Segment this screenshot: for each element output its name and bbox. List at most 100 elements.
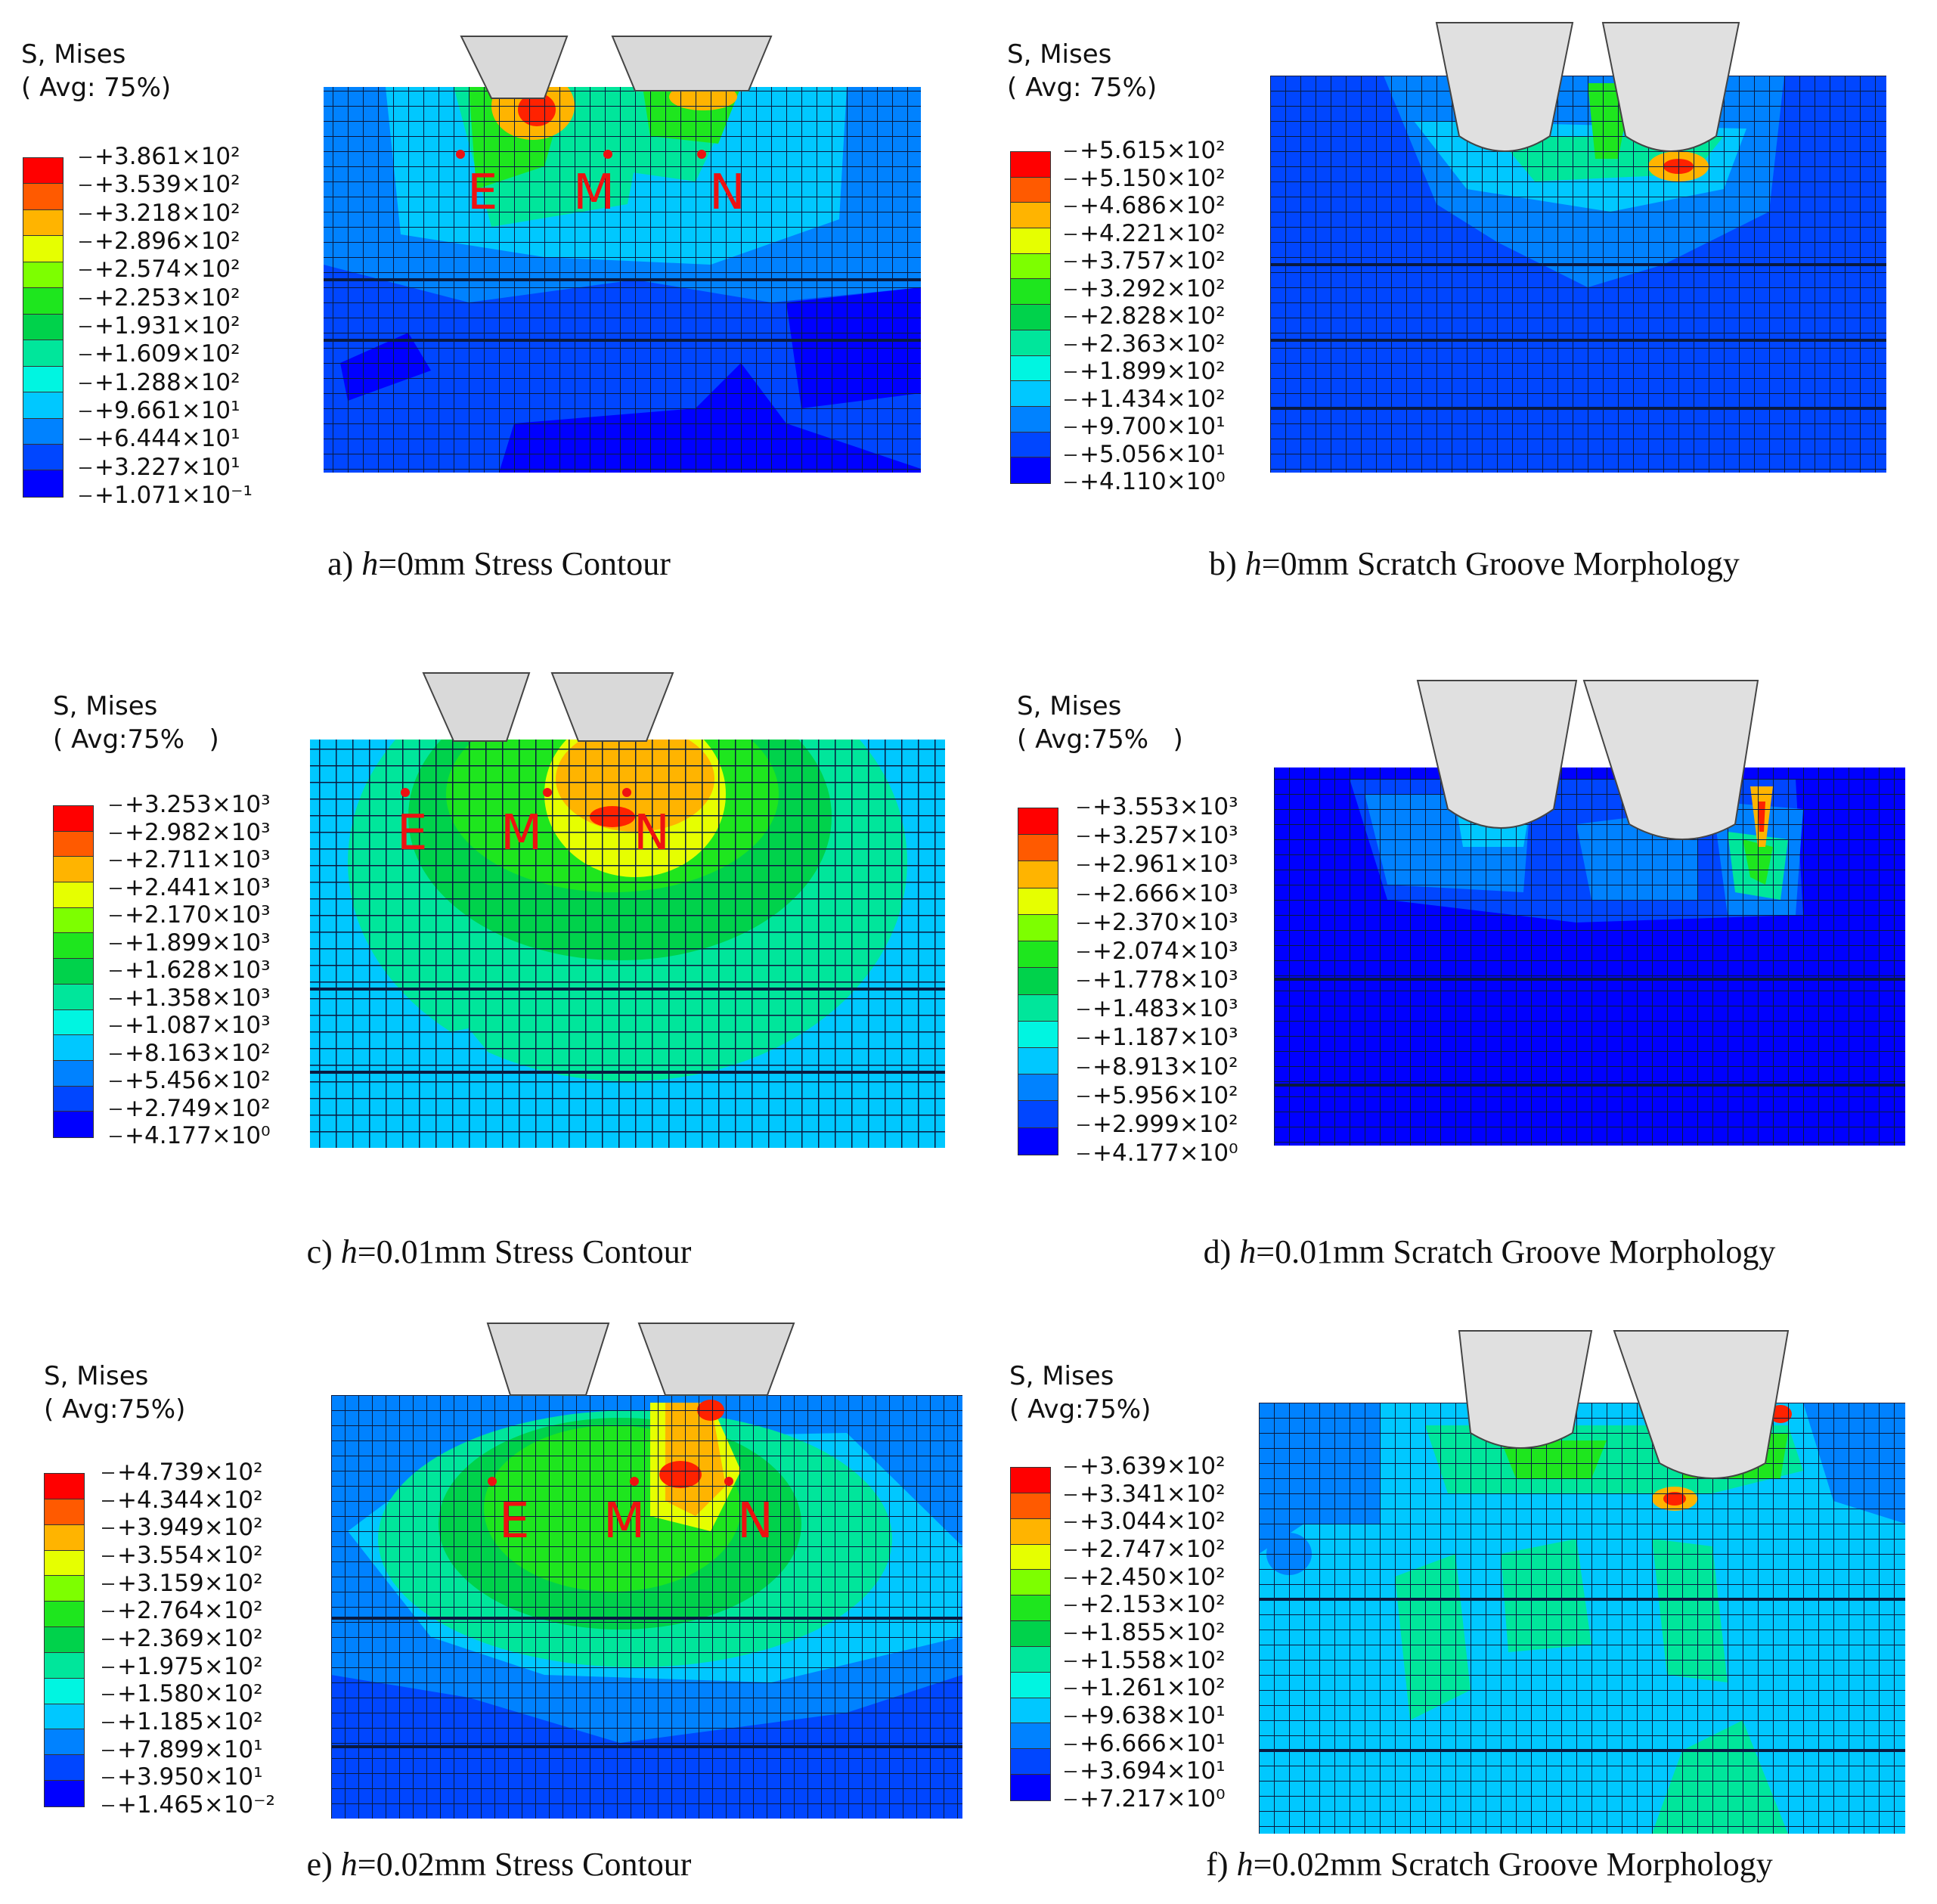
legend-label: +5.150×10² [1065,164,1226,192]
point-e-label: E [397,805,428,861]
legend-label: +1.071×10⁻¹ [79,482,253,509]
indenter-left [1435,22,1574,152]
legend-label: +2.764×10² [102,1597,263,1625]
scratch-groove-plot [1270,22,1886,473]
legend-swatch [1011,305,1050,330]
scratch-groove-plot [1259,1330,1905,1834]
legend-swatch [1018,941,1058,969]
legend-label: +3.292×10² [1065,274,1226,302]
point-e-marker [456,150,465,159]
legend-swatch [1011,432,1050,458]
legend-label: +2.747×10² [1065,1536,1226,1563]
legend-label: +3.253×10³ [110,791,271,818]
legend-label: +5.056×10¹ [1065,440,1226,468]
caption-a: a) h=0mm Stress Contour [327,545,671,582]
legend-label: +1.628×10³ [110,957,271,984]
legend-swatch [45,1474,84,1499]
legend-swatch [23,444,63,471]
legend-swatch [54,882,93,908]
legend-swatch [45,1678,84,1704]
legend-label: +1.899×10² [1065,358,1226,385]
legend-label: +1.931×10² [79,312,240,340]
caption-c: c) h=0.01mm Stress Contour [306,1233,692,1270]
legend-label: +1.558×10² [1065,1646,1226,1674]
legend-label: +1.261×10² [1065,1674,1226,1702]
legend-label: +4.177×10⁰ [1077,1140,1238,1167]
legend-swatch [23,288,63,315]
legend-label: +4.739×10² [102,1459,263,1486]
legend-label: +2.749×10² [110,1094,271,1122]
legend-swatch [54,831,93,857]
point-n-marker [724,1477,733,1486]
legend-swatch [54,1009,93,1036]
legend-swatch [45,1499,84,1525]
legend-swatch [1011,1646,1050,1673]
legend-label: +3.159×10² [102,1569,263,1597]
legend-label: +2.450×10² [1065,1563,1226,1591]
legend-swatch [1011,1493,1050,1519]
legend-label: +4.110×10⁰ [1065,468,1226,495]
legend-label: +3.227×10¹ [79,453,240,481]
legend-swatch [23,262,63,289]
legend-label: +3.341×10² [1065,1480,1226,1508]
indenter-left [422,672,531,742]
legend-swatch [54,1060,93,1087]
legend-swatch [1018,1127,1058,1155]
legend-label: +1.434×10² [1065,385,1226,413]
point-m-label: M [501,805,543,861]
stress-contour-plot [324,36,921,473]
legend-label: +3.044×10² [1065,1508,1226,1536]
point-e-marker [401,788,410,797]
legend-label: +1.899×10³ [110,929,271,957]
legend-swatch [1018,1074,1058,1102]
legend-swatch [1018,914,1058,942]
legend-label: +3.554×10² [102,1542,263,1569]
indenter-left [460,36,569,99]
legend-swatch [1011,152,1050,178]
legend-title: S, Mises ( Avg:75% ) [53,691,219,755]
legend-swatch [1018,808,1058,836]
legend-label: +1.580×10² [102,1680,263,1708]
legend-label: +3.757×10² [1065,247,1226,274]
color-legend-bar [1010,1467,1051,1801]
legend-swatch [1011,177,1050,203]
legend-label: +2.896×10² [79,228,240,255]
color-legend-bar [1018,808,1058,1155]
point-m-label: M [573,165,615,221]
scratch-groove-plot [1274,680,1905,1146]
legend-swatch [1018,861,1058,888]
legend-label: +2.369×10² [102,1625,263,1652]
legend-label: +3.950×10¹ [102,1763,263,1791]
legend-label: +4.221×10² [1065,219,1226,247]
legend-swatch [45,1627,84,1653]
legend-swatch [45,1602,84,1628]
legend-label: +1.087×10³ [110,1012,271,1039]
color-legend-bar [1010,151,1051,484]
legend-swatch [1011,1698,1050,1724]
color-legend-bar [23,157,64,498]
legend-swatch [54,1112,93,1137]
legend-label: +4.177×10⁰ [110,1122,271,1149]
legend-swatch [1011,355,1050,382]
point-n-marker [622,788,631,797]
indenter-right [637,1323,795,1396]
legend-title: S, Mises ( Avg:75%) [1009,1361,1151,1425]
legend-swatch [1011,203,1050,229]
legend-title: S, Mises ( Avg: 75%) [21,39,172,103]
caption-d: d) h=0.01mm Scratch Groove Morphology [1203,1233,1776,1270]
legend-label: +2.370×10³ [1077,908,1238,936]
legend-swatch [23,470,63,497]
legend-label: +2.074×10³ [1077,937,1238,965]
indenter-left [1458,1330,1593,1449]
legend-label: +2.828×10² [1065,302,1226,330]
point-e-label: E [467,165,498,221]
legend-label: +5.456×10² [110,1067,271,1094]
legend-swatch [1011,330,1050,356]
legend-swatch [54,959,93,985]
caption-f: f) h=0.02mm Scratch Groove Morphology [1206,1846,1773,1883]
point-m-marker [603,150,612,159]
legend-swatch [1011,1749,1050,1775]
legend-label: +8.913×10² [1077,1053,1238,1081]
legend-swatch [1018,835,1058,862]
indenter-right [550,672,674,742]
